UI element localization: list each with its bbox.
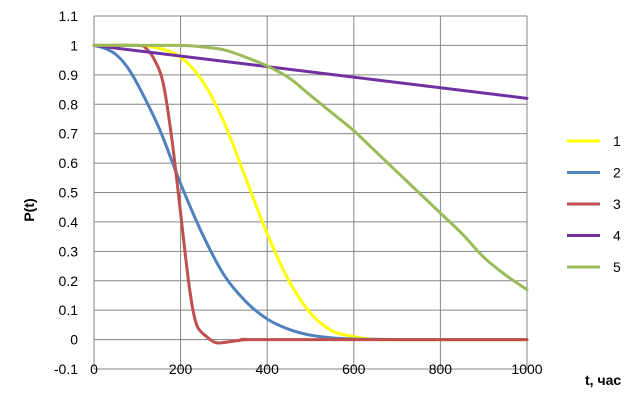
y-tick-label: 0.4 [59, 214, 79, 230]
y-tick-label: 1 [70, 37, 78, 53]
y-axis-label: P(t) [21, 198, 37, 221]
series-line-5 [92, 43, 529, 292]
x-tick-label: 0 [90, 361, 98, 377]
y-tick-label: 0.3 [59, 243, 79, 259]
x-axis-label: t, час [585, 372, 621, 388]
x-tick-label: 600 [342, 361, 366, 377]
x-tick-label: 800 [429, 361, 453, 377]
legend-label-1: 1 [613, 133, 621, 149]
y-tick-label: 0.7 [59, 126, 79, 142]
x-tick-label: 400 [256, 361, 280, 377]
y-tick-label: 0.6 [59, 155, 79, 171]
y-tick-label: 0.1 [59, 302, 79, 318]
legend-label-3: 3 [613, 196, 621, 212]
legend-label-4: 4 [613, 228, 621, 244]
x-tick-labels: 0 200 400 600 800 1000 [90, 361, 543, 377]
y-tick-labels: -0.1 0 0.1 0.2 0.3 0.4 0.5 0.6 0.7 0.8 0.9 1 1.1 [54, 8, 78, 377]
y-tick-label: 0.2 [59, 273, 79, 289]
y-tick-label: 0.8 [59, 96, 79, 112]
y-tick-label: 0.9 [59, 67, 79, 83]
legend: 1 2 3 4 5 [567, 133, 621, 275]
legend-label-5: 5 [613, 259, 621, 275]
x-tick-label: 1000 [511, 361, 542, 377]
series-line-3 [92, 43, 529, 345]
series-line-4 [92, 43, 529, 100]
y-tick-label: 0 [70, 332, 78, 348]
series-lines [92, 43, 529, 345]
y-tick-label: 1.1 [59, 8, 79, 24]
x-tick-label: 200 [169, 361, 193, 377]
y-tick-label: -0.1 [54, 361, 78, 377]
legend-label-2: 2 [613, 165, 621, 181]
y-tick-label: 0.5 [59, 185, 79, 201]
